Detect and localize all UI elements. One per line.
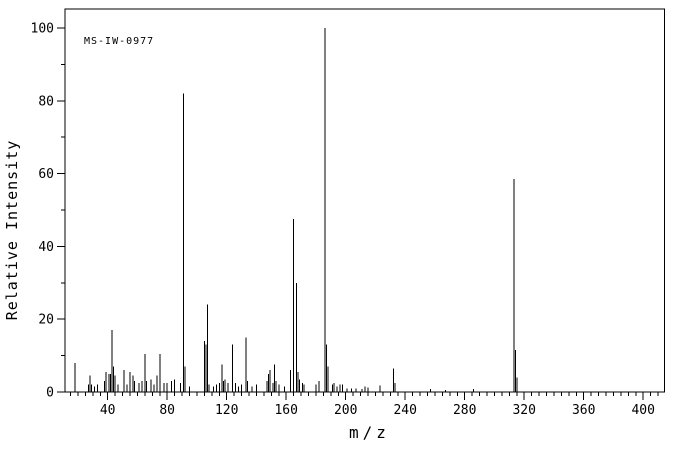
svg-text:160: 160 [274,403,297,418]
x-axis-title: m/z [349,423,390,442]
svg-text:40: 40 [38,240,54,255]
svg-text:80: 80 [38,94,54,109]
svg-text:100: 100 [31,22,54,37]
x-axis-ticks [70,392,659,400]
x-axis-tick-labels: 40 80 120 160 200 240 280 320 360 400 [100,403,655,418]
svg-text:60: 60 [38,167,54,182]
svg-text:120: 120 [215,403,238,418]
svg-text:280: 280 [453,403,476,418]
svg-text:80: 80 [159,403,175,418]
plot-frame [64,8,665,393]
svg-text:20: 20 [38,313,54,328]
svg-text:240: 240 [393,403,416,418]
spectrum-id-label: MS-IW-0977 [84,36,155,47]
y-axis-ticks [57,27,65,393]
svg-text:320: 320 [512,403,535,418]
svg-text:40: 40 [100,403,116,418]
svg-text:360: 360 [572,403,595,418]
y-axis-title: Relative Intensity [3,139,21,321]
svg-text:0: 0 [46,386,54,401]
spectrum-peaks [74,28,518,392]
y-axis-tick-labels: 0 20 40 60 80 100 [31,22,54,401]
svg-text:200: 200 [334,403,357,418]
svg-text:400: 400 [631,403,654,418]
